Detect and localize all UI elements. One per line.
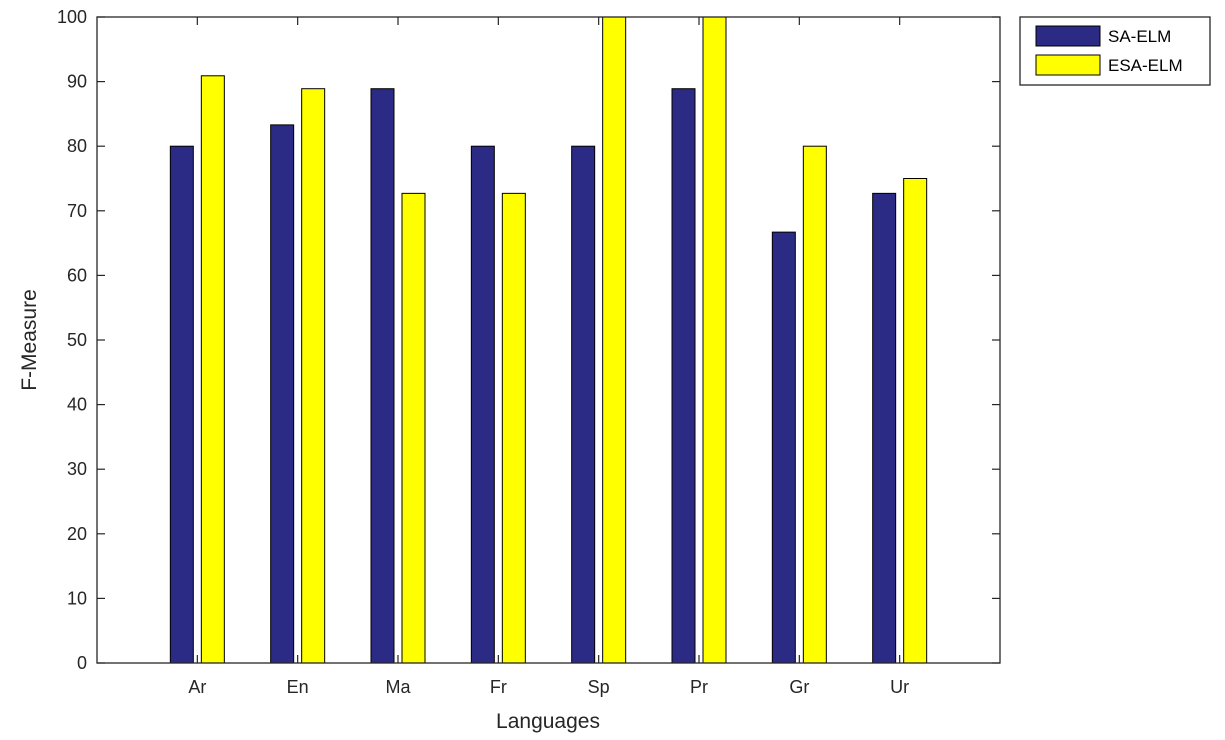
y-axis-title: F-Measure: [18, 289, 41, 391]
bar-esa-elm-ar: [200, 75, 225, 664]
y-tick-label: 100: [57, 7, 87, 27]
y-tick-label: 20: [67, 524, 87, 544]
y-tick-label: 10: [67, 588, 87, 608]
bar-esa-elm-pr: [702, 16, 727, 664]
x-tick-label: Ur: [890, 677, 909, 697]
bar-esa-elm-ur: [903, 178, 928, 664]
y-tick-label: 80: [67, 136, 87, 156]
legend-label-sa-elm: SA-ELM: [1108, 27, 1171, 46]
y-tick-label: 90: [67, 72, 87, 92]
bar-sa-elm-en: [270, 124, 295, 664]
axis-layer: Ar En Ma Fr Sp Pr Gr Ur 0 10 20 30 40 50 60 70 80 90 100: [57, 7, 1000, 697]
bar-sa-elm-ur: [872, 192, 897, 664]
bar-sa-elm-ar: [169, 145, 194, 664]
y-tick-label: 0: [77, 653, 87, 673]
y-tick-label: 50: [67, 330, 87, 350]
bar-sa-elm-sp: [571, 145, 596, 664]
legend-swatch-esa-elm: [1035, 54, 1101, 76]
bar-esa-elm-sp: [602, 16, 627, 664]
y-tick-label: 60: [67, 265, 87, 285]
x-tick-label: Ar: [188, 677, 206, 697]
bars-layer: [169, 16, 928, 664]
bar-sa-elm-gr: [771, 231, 796, 664]
legend: SA-ELM ESA-ELM: [1019, 16, 1211, 86]
x-tick-label: Sp: [588, 677, 610, 697]
x-tick-label: Gr: [789, 677, 809, 697]
x-tick-label: En: [287, 677, 309, 697]
bar-sa-elm-fr: [470, 145, 495, 664]
x-tick-label: Ma: [385, 677, 411, 697]
bar-esa-elm-en: [301, 88, 326, 664]
bar-sa-elm-ma: [370, 88, 395, 664]
y-tick-label: 70: [67, 201, 87, 221]
legend-label-esa-elm: ESA-ELM: [1108, 56, 1183, 75]
bar-sa-elm-pr: [671, 88, 696, 664]
y-tick-label: 40: [67, 395, 87, 415]
plot-background: [97, 17, 1000, 663]
bar-esa-elm-fr: [501, 192, 526, 664]
y-tick-label: 30: [67, 459, 87, 479]
bar-esa-elm-gr: [802, 145, 827, 664]
legend-swatch-sa-elm: [1035, 25, 1101, 47]
x-tick-label: Pr: [690, 677, 708, 697]
bar-esa-elm-ma: [401, 192, 426, 664]
x-tick-label: Fr: [490, 677, 507, 697]
x-axis-title: Languages: [496, 710, 600, 733]
